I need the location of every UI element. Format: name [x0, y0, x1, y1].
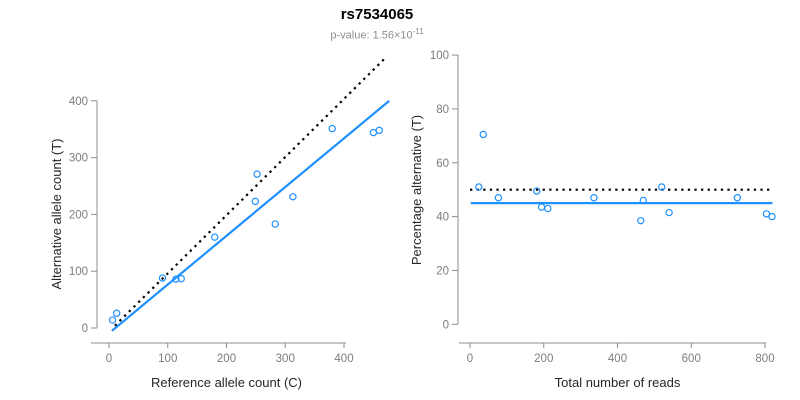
x-tick-label: 200 [534, 353, 553, 365]
data-point [665, 208, 673, 217]
fit-line [111, 99, 390, 332]
y-tick-label: 20 [436, 265, 449, 277]
x-tick-label: 400 [334, 353, 353, 365]
data-point [544, 204, 552, 213]
data-point [479, 130, 487, 139]
x-axis-title: Total number of reads [555, 375, 681, 390]
data-point [369, 128, 378, 137]
y-axis-title: Alternative allele count (T) [49, 138, 64, 289]
plot-subtitle: p-value: 1.56×10-11 [127, 25, 627, 43]
data-point [533, 187, 541, 195]
x-tick-label: 200 [217, 353, 236, 365]
data-point [658, 183, 666, 191]
y-tick-label: 200 [69, 209, 88, 221]
x-tick-label: 800 [755, 353, 774, 365]
data-point [177, 274, 185, 283]
y-tick-label: 40 [436, 212, 449, 224]
y-axis-title: Percentage alternative (T) [409, 115, 424, 265]
x-tick-label: 300 [276, 353, 295, 365]
data-point [637, 216, 645, 225]
data-point [158, 274, 167, 282]
data-point [768, 212, 776, 221]
data-point [172, 275, 180, 283]
y-tick-label: 0 [443, 319, 449, 331]
data-point [537, 203, 546, 211]
x-tick-label: 400 [608, 353, 627, 365]
data-point [211, 233, 219, 241]
pvalue-text: p-value: 1.56×10 [330, 29, 413, 42]
x-tick-label: 100 [158, 353, 177, 365]
data-point [494, 194, 503, 202]
plot-title: rs7534065 [340, 6, 414, 23]
data-point [253, 170, 261, 178]
data-point [112, 309, 121, 317]
data-point [733, 194, 742, 202]
data-point [590, 194, 598, 202]
y-tick-label: 100 [430, 50, 449, 62]
x-tick-label: 600 [682, 353, 701, 365]
y-tick-label: 0 [82, 323, 88, 335]
x-tick-label: 0 [467, 353, 473, 365]
expected-identity-line [114, 58, 385, 327]
data-point [108, 316, 117, 324]
data-point [375, 126, 383, 135]
y-tick-label: 300 [69, 153, 88, 165]
y-tick-label: 100 [69, 266, 88, 278]
data-point [639, 196, 648, 205]
data-point [289, 193, 297, 201]
figure-header: rs7534065 p-value: 1.56×10-11 [127, 6, 627, 43]
data-point [251, 197, 259, 206]
y-tick-label: 80 [436, 104, 449, 116]
right-scatter-plot: 0 200 400 600 800 0 20 40 60 80 100 Total number of… [409, 50, 776, 390]
data-point [271, 220, 279, 228]
y-tick-label: 60 [436, 158, 449, 170]
y-tick-label: 400 [69, 96, 88, 108]
data-point [475, 183, 483, 191]
data-point [328, 124, 336, 133]
left-scatter-plot: 0 100 200 300 400 0 100 200 300 400 Reference alle… [49, 58, 390, 390]
pvalue-exponent: -11 [412, 27, 424, 36]
x-tick-label: 0 [106, 353, 112, 365]
x-axis-title: Reference allele count (C) [151, 375, 302, 390]
